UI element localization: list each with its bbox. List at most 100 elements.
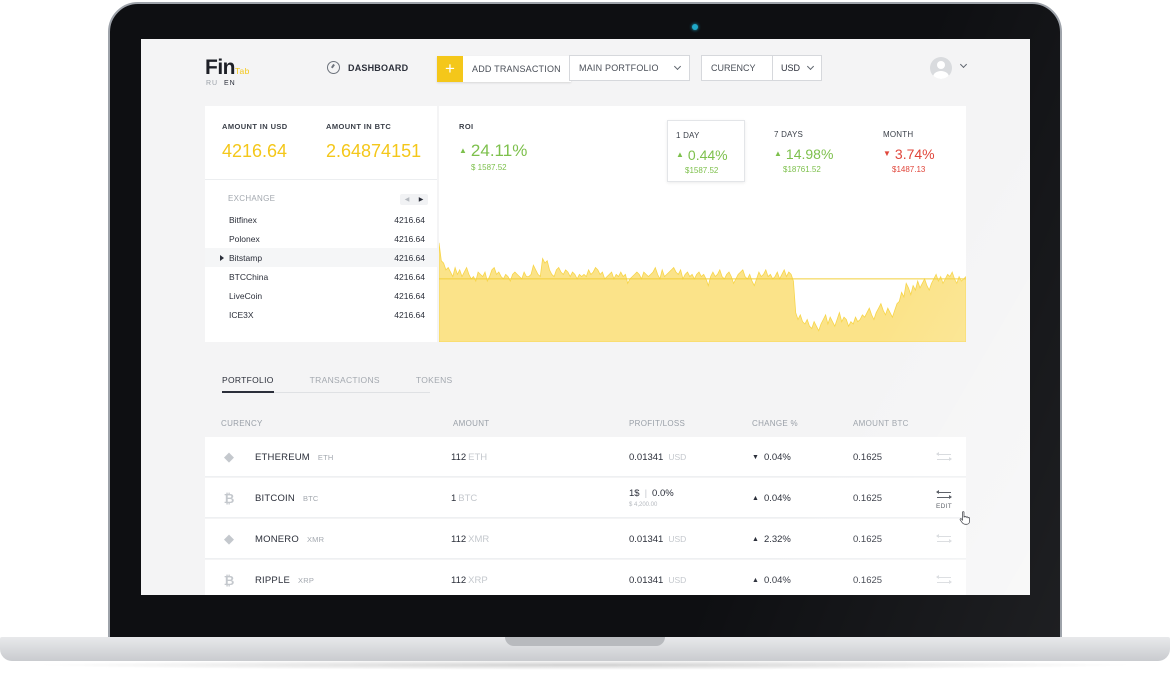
table-row[interactable]: ₿ RIPPLE XRP 112 XRP 0.01341 USD ▲ 0.04% 0.1625 [205, 560, 966, 595]
coin-name-text: BITCOIN [255, 492, 295, 504]
amount-unit: ETH [468, 451, 488, 463]
chevron-down-icon [806, 62, 815, 71]
lang-ru[interactable]: RU [206, 80, 219, 87]
swap-arrows-icon [936, 533, 952, 544]
table-row[interactable]: ₿ BITCOIN BTC 1 BTC 1$ | 0.0% $ 4,200.00 ▲ 0.04% 0.… [205, 478, 966, 518]
currency-label: CURENCY [702, 56, 773, 80]
profit-loss: 0.01341 USD [629, 519, 686, 559]
add-transaction-label: ADD TRANSACTION [472, 64, 561, 74]
exchange-value: 4216.64 [394, 233, 425, 244]
period-value-text: 14.98% [785, 146, 834, 162]
col-change[interactable]: CHANGE % [752, 419, 798, 428]
amount-btc-value: 2.64874151 [326, 141, 422, 161]
col-amount[interactable]: AMOUNT [453, 419, 490, 428]
period-label: 7 DAYS [774, 130, 804, 139]
amount-btc: 0.1625 [853, 492, 883, 504]
add-transaction-button[interactable]: + ADD TRANSACTION [437, 56, 571, 82]
col-currency[interactable]: CURENCY [221, 419, 263, 428]
user-avatar[interactable] [930, 57, 952, 79]
edit-button[interactable] [936, 437, 952, 477]
change-percent: ▲ 2.32% [752, 519, 791, 559]
edit-button[interactable] [936, 560, 952, 595]
portfolio-select[interactable]: MAIN PORTFOLIO [569, 55, 690, 81]
col-profit-loss[interactable]: PROFIT/LOSS [629, 419, 686, 428]
period-label: 1 DAY [676, 131, 700, 140]
amount-unit: XMR [468, 533, 490, 545]
amount-btc-label: AMOUNT IN BTC [326, 122, 392, 131]
period-stat-1-day[interactable]: 1 DAY ▲ 0.44% $1587.52 [667, 120, 745, 182]
edit-button[interactable] [936, 519, 952, 559]
up-triangle-icon: ▲ [774, 149, 782, 158]
arrow-left [936, 451, 951, 457]
exchange-row[interactable]: BTCChina 4216.64 [205, 267, 437, 286]
tabs-underline [222, 392, 430, 393]
exchange-name: Bitfinex [229, 214, 257, 225]
period-sub: $18761.52 [783, 165, 821, 174]
chevron-right-icon[interactable]: ▶ [418, 197, 424, 203]
exchange-name: Polonex [229, 233, 260, 244]
coin-symbol: XRP [298, 575, 315, 585]
col-amount-btc[interactable]: AMOUNT BTC [853, 419, 909, 428]
exchange-row[interactable]: Bitfinex 4216.64 [205, 210, 437, 229]
amount-btc: 0.1625 [853, 451, 883, 463]
chevron-down-icon[interactable] [959, 60, 968, 69]
up-triangle-icon: ▲ [676, 150, 684, 159]
tab-tokens[interactable]: TOKENS [415, 375, 453, 385]
exchange-row[interactable]: Polonex 4216.64 [205, 229, 437, 248]
currency-value-box[interactable]: USD [773, 56, 821, 80]
table-row[interactable]: ◆ ETHEREUM ETH 112 ETH 0.01341 USD ▼ 0.04% 0.1625 [205, 437, 966, 477]
coin-amount: 1 BTC [451, 478, 477, 518]
change-percent: ▼ 0.04% [752, 437, 791, 477]
change-percent: ▲ 0.04% [752, 478, 791, 518]
tab-transactions[interactable]: TRANSACTIONS [309, 375, 380, 385]
coin-name-text: MONERO [255, 533, 299, 545]
amount-value: 112 [451, 533, 467, 545]
arrow-left [936, 533, 951, 539]
swap-arrows-icon [936, 451, 952, 462]
laptop-shadow [30, 660, 1140, 670]
profit-loss-sub: $ 4,200.00 [629, 502, 658, 508]
period-stat-month[interactable]: MONTH ▼ 3.74% $1487.13 [875, 120, 953, 182]
roi-sub: $ 1587.52 [471, 163, 507, 172]
amount-usd-block: AMOUNT IN USD 4216.64 [222, 122, 288, 162]
exchange-value: 4216.64 [394, 252, 425, 263]
chevron-left-icon[interactable]: ◀ [404, 197, 410, 203]
exchange-name: Bitstamp [229, 252, 263, 263]
period-stat-7-days[interactable]: 7 DAYS ▲ 14.98% $18761.52 [766, 120, 844, 182]
currency-select[interactable]: CURENCY USD [701, 55, 822, 81]
exchange-row[interactable]: ICE3X 4216.64 [205, 305, 437, 324]
arrow-left [936, 574, 951, 580]
dashboard-link[interactable]: DASHBOARD [327, 61, 408, 74]
period-label: MONTH [883, 130, 914, 139]
coin-symbol: ETH [317, 452, 334, 462]
change-value: 0.04% [763, 451, 791, 463]
tab-portfolio[interactable]: PORTFOLIO [222, 375, 274, 385]
period-sub: $1587.52 [685, 166, 719, 175]
coin-symbol: BTC [302, 493, 319, 503]
currency-value: USD [781, 63, 801, 73]
chevron-down-icon [673, 62, 682, 71]
roi-value: ▲ 24.11% [459, 141, 527, 161]
roi-area-chart [439, 242, 966, 342]
summary-card: AMOUNT IN USD 4216.64 AMOUNT IN BTC 2.64… [205, 106, 437, 342]
lang-en[interactable]: EN [224, 80, 236, 87]
coin-name-text: ETHEREUM [255, 451, 310, 463]
ethereum-icon: ◆ [224, 531, 234, 546]
exchange-value: 4216.64 [394, 271, 425, 282]
amount-value: 1 [451, 492, 457, 504]
exchange-name: ICE3X [229, 309, 254, 320]
period-value-text: 3.74% [894, 146, 935, 162]
chart-area-series [439, 242, 966, 342]
logo[interactable]: FinTab [205, 56, 286, 80]
roi-value-text: 24.11% [470, 141, 528, 160]
swap-arrows-icon [936, 488, 952, 500]
speedometer-icon [327, 61, 340, 74]
exchange-row[interactable]: Bitstamp 4216.64 [205, 248, 437, 267]
edit-button[interactable]: EDIT [936, 480, 952, 520]
profit-loss-value: 0.01341 [629, 574, 664, 586]
up-triangle-icon: ▲ [459, 146, 467, 155]
table-row[interactable]: ◆ MONERO XMR 112 XMR 0.01341 USD ▲ 2.32% 0.1625 [205, 519, 966, 559]
exchange-name: BTCChina [229, 271, 269, 282]
period-value: ▲ 14.98% [774, 146, 833, 162]
exchange-row[interactable]: LiveCoin 4216.64 [205, 286, 437, 305]
